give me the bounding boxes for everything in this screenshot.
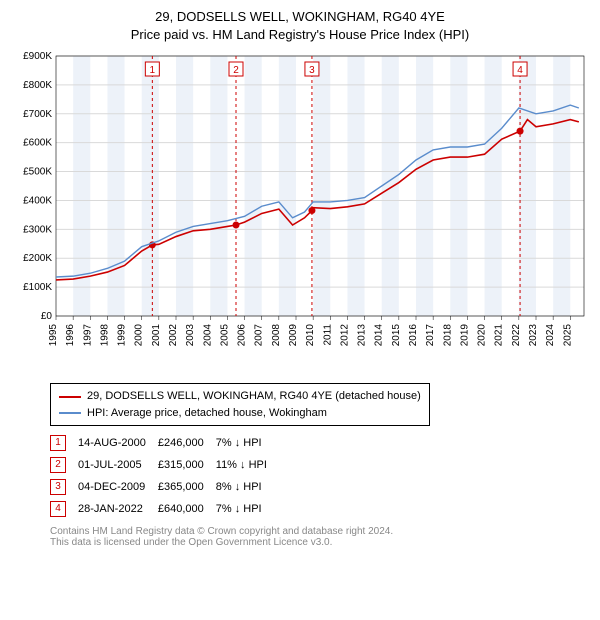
price-chart: £0 £100K £200K £300K £400K £500K £600K £700K £80… (10, 50, 590, 370)
svg-text:2008: 2008 (271, 324, 282, 347)
svg-text:2012: 2012 (339, 324, 350, 347)
svg-text:3: 3 (309, 65, 315, 76)
svg-text:£900K: £900K (23, 51, 52, 62)
svg-text:1997: 1997 (82, 324, 93, 347)
svg-text:1998: 1998 (99, 324, 110, 347)
svg-text:£100K: £100K (23, 282, 52, 293)
page-title-line1: 29, DODSELLS WELL, WOKINGHAM, RG40 4YE (10, 8, 590, 26)
transactions-table: 114-AUG-2000£246,0007% ↓ HPI201-JUL-2005… (50, 432, 279, 520)
svg-text:2019: 2019 (459, 324, 470, 347)
table-row: 1 14-AUG-2000£246,0007% ↓ HPI (50, 432, 279, 454)
svg-text:2024: 2024 (545, 324, 556, 347)
svg-text:2007: 2007 (254, 324, 265, 347)
svg-text:2021: 2021 (494, 324, 505, 347)
svg-text:1: 1 (150, 65, 156, 76)
svg-text:4: 4 (517, 65, 523, 76)
tx-date: 04-DEC-2009 (78, 476, 158, 498)
svg-text:2018: 2018 (442, 324, 453, 347)
tx-price: £365,000 (158, 476, 216, 498)
svg-text:2022: 2022 (511, 324, 522, 347)
svg-text:£800K: £800K (23, 80, 52, 91)
legend: 29, DODSELLS WELL, WOKINGHAM, RG40 4YE (… (50, 383, 430, 426)
footer: Contains HM Land Registry data © Crown c… (50, 526, 584, 548)
tx-date: 28-JAN-2022 (78, 498, 158, 520)
svg-text:2013: 2013 (357, 324, 368, 347)
table-row: 4 28-JAN-2022£640,0007% ↓ HPI (50, 498, 279, 520)
svg-text:2010: 2010 (305, 324, 316, 347)
svg-text:1995: 1995 (48, 324, 59, 347)
svg-text:£200K: £200K (23, 254, 52, 265)
svg-text:2025: 2025 (562, 324, 573, 347)
tx-date: 14-AUG-2000 (78, 432, 158, 454)
marker-icon: 3 (50, 479, 66, 495)
svg-text:2016: 2016 (408, 324, 419, 347)
svg-text:1996: 1996 (65, 324, 76, 347)
marker-icon: 2 (50, 457, 66, 473)
legend-label-2: HPI: Average price, detached house, Woki… (87, 405, 327, 422)
svg-text:£700K: £700K (23, 109, 52, 120)
tx-date: 01-JUL-2005 (78, 454, 158, 476)
svg-text:1999: 1999 (117, 324, 128, 347)
svg-text:2014: 2014 (374, 324, 385, 347)
footer-line-1: Contains HM Land Registry data © Crown c… (50, 526, 584, 537)
svg-text:£400K: £400K (23, 196, 52, 207)
svg-text:£0: £0 (41, 311, 53, 322)
svg-text:2011: 2011 (322, 324, 333, 346)
marker-icon: 4 (50, 501, 66, 517)
tx-delta: 11% ↓ HPI (216, 454, 279, 476)
svg-text:2004: 2004 (202, 324, 213, 347)
svg-text:2005: 2005 (219, 324, 230, 347)
tx-delta: 7% ↓ HPI (216, 432, 279, 454)
svg-text:2023: 2023 (528, 324, 539, 347)
svg-text:2015: 2015 (391, 324, 402, 347)
svg-text:2020: 2020 (477, 324, 488, 347)
svg-text:2017: 2017 (425, 324, 436, 347)
table-row: 2 01-JUL-2005£315,00011% ↓ HPI (50, 454, 279, 476)
svg-text:2: 2 (233, 65, 239, 76)
svg-text:2001: 2001 (151, 324, 162, 347)
tx-price: £315,000 (158, 454, 216, 476)
marker-icon: 1 (50, 435, 66, 451)
svg-text:£500K: £500K (23, 167, 52, 178)
tx-price: £246,000 (158, 432, 216, 454)
legend-swatch-1 (59, 396, 81, 398)
svg-text:£600K: £600K (23, 138, 52, 149)
svg-text:2006: 2006 (237, 324, 248, 347)
tx-delta: 8% ↓ HPI (216, 476, 279, 498)
footer-line-2: This data is licensed under the Open Gov… (50, 537, 584, 548)
svg-text:2000: 2000 (134, 324, 145, 347)
svg-text:2003: 2003 (185, 324, 196, 347)
svg-text:2002: 2002 (168, 324, 179, 347)
legend-swatch-2 (59, 412, 81, 414)
svg-text:2009: 2009 (288, 324, 299, 347)
tx-price: £640,000 (158, 498, 216, 520)
table-row: 3 04-DEC-2009£365,0008% ↓ HPI (50, 476, 279, 498)
tx-delta: 7% ↓ HPI (216, 498, 279, 520)
page-title-line2: Price paid vs. HM Land Registry's House … (10, 26, 590, 44)
svg-text:£300K: £300K (23, 225, 52, 236)
legend-label-1: 29, DODSELLS WELL, WOKINGHAM, RG40 4YE (… (87, 388, 421, 405)
